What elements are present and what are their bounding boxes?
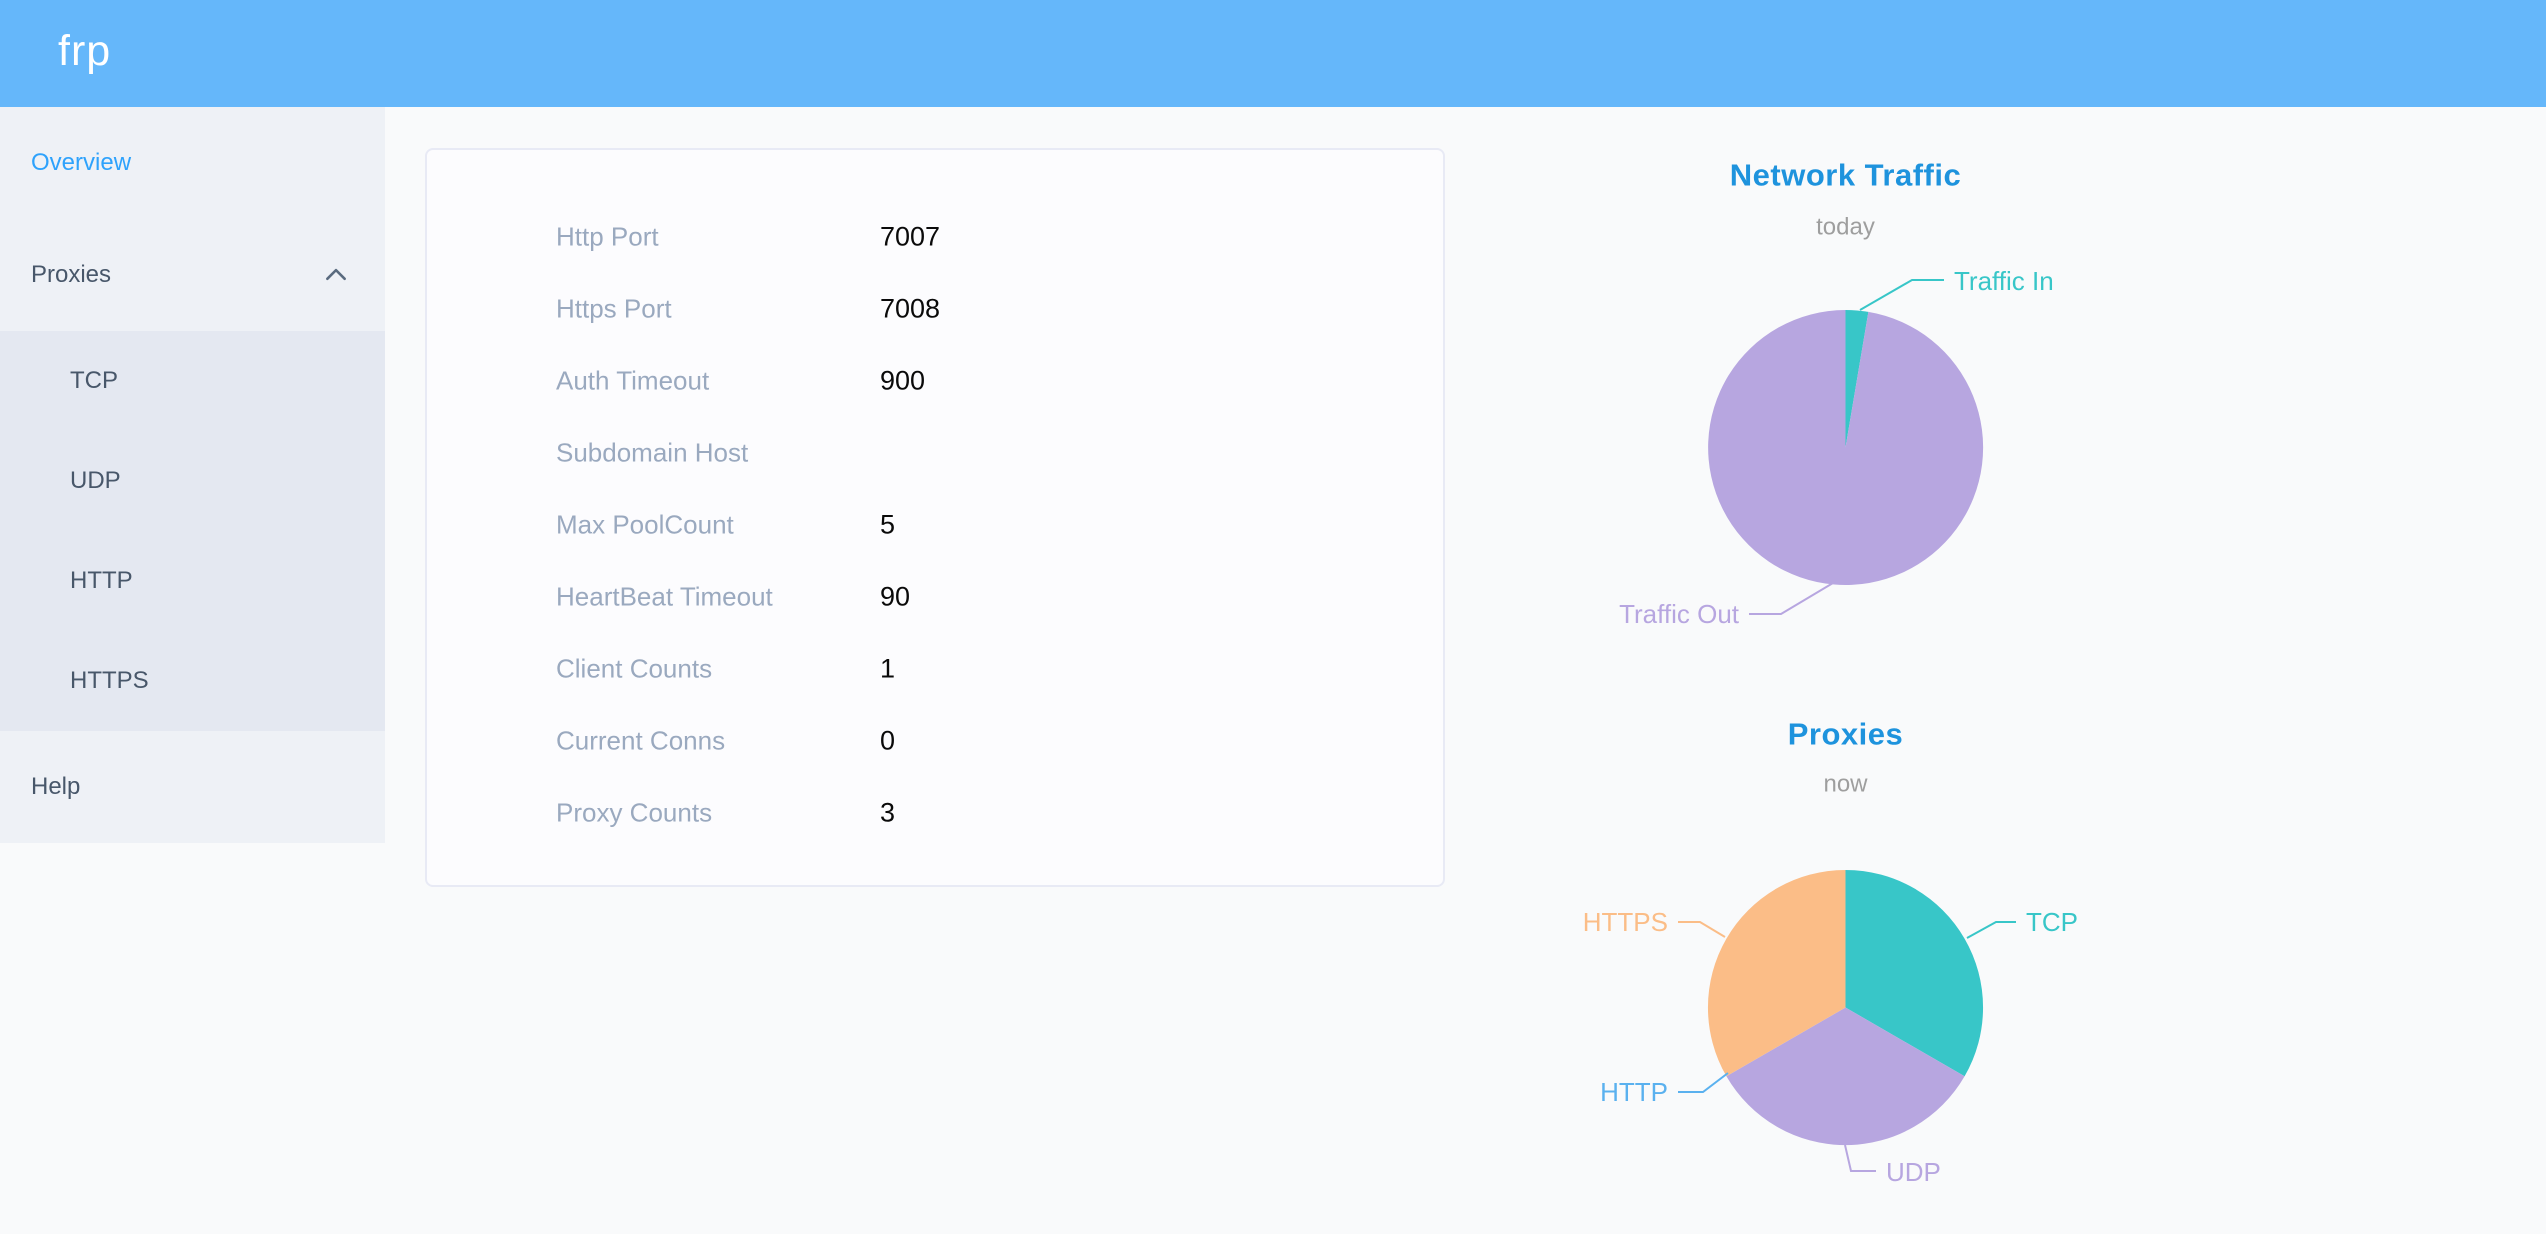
config-label: Subdomain Host <box>556 437 749 468</box>
sidebar-item-overview[interactable]: Overview <box>0 107 385 219</box>
config-label: Max PoolCount <box>556 509 734 540</box>
pie-label-traffic-in: Traffic In <box>1954 266 2054 296</box>
network-traffic-chart: Network Traffic today Traffic In Traffic… <box>1619 158 2054 630</box>
config-value: 0 <box>880 725 896 756</box>
pie-label-tcp: TCP <box>2026 907 2078 937</box>
pie-label-traffic-out: Traffic Out <box>1619 599 1740 629</box>
config-row: Client Counts 1 <box>427 633 1443 705</box>
config-value: 5 <box>880 509 896 540</box>
config-row: Https Port 7008 <box>427 273 1443 345</box>
sidebar-item-udp[interactable]: UDP <box>0 431 385 531</box>
app-logo: frp <box>58 27 112 75</box>
label-line-traffic-in <box>1859 279 1944 311</box>
config-label: HeartBeat Timeout <box>556 581 773 612</box>
sidebar-item-label: Proxies <box>31 261 112 288</box>
pie-slice-traffic-out[interactable] <box>1708 310 1984 585</box>
config-value: 900 <box>880 365 926 396</box>
config-label: Client Counts <box>556 653 713 684</box>
sidebar-item-http[interactable]: HTTP <box>0 531 385 631</box>
chart-subtitle: now <box>1823 771 1868 798</box>
pie-label-https: HTTPS <box>1583 907 1668 937</box>
pie-label-udp: UDP <box>1886 1157 1941 1187</box>
label-line-traffic-out <box>1749 582 1834 615</box>
proxies-submenu: TCP UDP HTTP HTTPS <box>0 331 385 731</box>
chevron-up-icon <box>326 268 346 281</box>
chart-title: Network Traffic <box>1730 158 1961 193</box>
sidebar: Overview Proxies TCP UDP HTTP HTTPS Help <box>0 107 385 843</box>
config-label: Auth Timeout <box>556 365 710 396</box>
config-label: Http Port <box>556 221 659 252</box>
sidebar-item-https[interactable]: HTTPS <box>0 631 385 731</box>
sidebar-item-proxies[interactable]: Proxies <box>0 219 385 331</box>
label-line-tcp <box>1966 921 2016 939</box>
sidebar-item-label: Help <box>31 773 81 800</box>
config-row: Http Port 7007 <box>427 201 1443 273</box>
config-label: Proxy Counts <box>556 797 713 828</box>
chart-subtitle: today <box>1816 214 1875 241</box>
config-row: Max PoolCount 5 <box>427 489 1443 561</box>
label-line-https <box>1678 921 1726 938</box>
config-row: Current Conns 0 <box>427 705 1443 777</box>
pie-slice-https[interactable] <box>1707 870 1846 1077</box>
label-line-udp <box>1844 1144 1876 1172</box>
pie-slice-tcp[interactable] <box>1845 870 1984 1077</box>
sidebar-item-label: UDP <box>70 467 121 494</box>
config-value: 7007 <box>880 221 941 252</box>
label-line-http <box>1678 1072 1729 1093</box>
app-header: frp <box>0 0 2546 107</box>
config-label: Current Conns <box>556 725 726 756</box>
pie-label-http: HTTP <box>1600 1077 1668 1107</box>
config-value: 7008 <box>880 293 941 324</box>
config-row: Subdomain Host <box>427 417 1443 489</box>
config-value: 3 <box>880 797 896 828</box>
proxies-chart: Proxies now TCP UDP HTTP HTTPS <box>1583 717 2078 1188</box>
chart-title: Proxies <box>1788 717 1904 752</box>
config-label: Https Port <box>556 293 672 324</box>
sidebar-item-help[interactable]: Help <box>0 731 385 843</box>
pie-slice-traffic-in[interactable] <box>1845 309 1869 448</box>
pie-slice-udp[interactable] <box>1726 1007 1965 1146</box>
config-row: Proxy Counts 3 <box>427 777 1443 849</box>
sidebar-item-label: TCP <box>70 367 118 394</box>
sidebar-item-label: HTTP <box>70 567 133 594</box>
sidebar-item-tcp[interactable]: TCP <box>0 331 385 431</box>
server-config-card: Http Port 7007 Https Port 7008 Auth Time… <box>425 148 1445 887</box>
sidebar-item-label: HTTPS <box>70 667 149 694</box>
config-value: 1 <box>880 653 896 684</box>
config-row: Auth Timeout 900 <box>427 345 1443 417</box>
sidebar-item-label: Overview <box>31 149 132 176</box>
config-value: 90 <box>880 581 911 612</box>
config-row: HeartBeat Timeout 90 <box>427 561 1443 633</box>
